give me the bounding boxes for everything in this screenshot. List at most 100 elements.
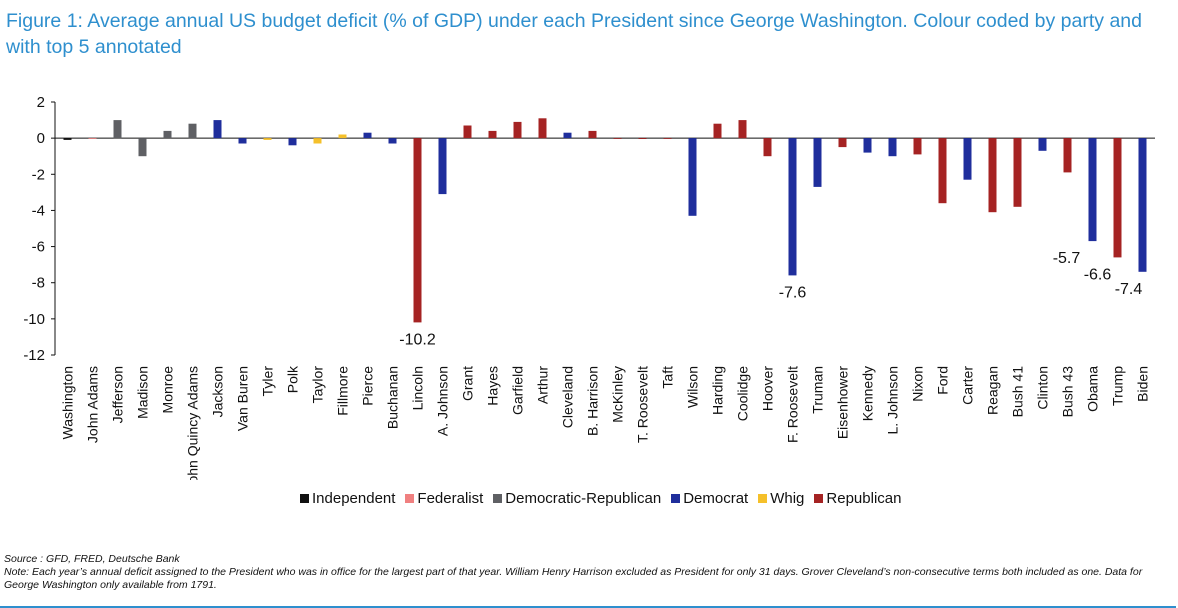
bar-obama: [1088, 138, 1097, 242]
y-tick-label: -4: [32, 202, 45, 219]
bar-clinton: [1038, 138, 1047, 151]
legend: Independent Federalist Democratic-Republic…: [300, 490, 901, 507]
data-label: -10.2: [399, 332, 436, 349]
legend-swatch: [493, 494, 503, 503]
x-tick-label: Lincoln: [410, 366, 426, 410]
x-tick-label: Taft: [660, 366, 676, 389]
legend-item: Independent: [300, 490, 395, 507]
y-axis: 2 0 -2 -4 -6 -8 -10 -12: [23, 94, 56, 364]
x-tick-label: T. Roosevelt: [635, 366, 651, 443]
x-tick-label: Coolidge: [735, 366, 751, 421]
bar-madison: [138, 138, 147, 157]
bar-jefferson: [113, 120, 122, 139]
bar-john-quincy-adams: [188, 123, 197, 139]
bar-carter: [963, 138, 972, 180]
data-label: -5.7: [1053, 250, 1081, 267]
x-tick-label: Obama: [1085, 366, 1101, 412]
bar-bush-43: [1063, 138, 1072, 173]
x-tick-label: A. Johnson: [435, 366, 451, 436]
legend-item: Federalist: [405, 490, 483, 507]
legend-swatch: [405, 494, 415, 503]
x-tick-label: Fillmore: [335, 366, 351, 416]
legend-label: Republican: [826, 490, 902, 507]
x-tick-label: Van Buren: [235, 366, 251, 431]
y-tick-label: -2: [32, 166, 45, 183]
y-tick-label: 2: [37, 94, 45, 111]
x-tick-label: Hayes: [485, 366, 501, 406]
bar-a-johnson: [438, 138, 447, 195]
bar-t-roosevelt: [638, 138, 647, 139]
bar-garfield: [513, 121, 522, 139]
x-tick-label: Polk: [285, 365, 301, 393]
x-tick-label: L. Johnson: [885, 366, 901, 435]
bar-hoover: [763, 138, 772, 157]
y-tick-label: -6: [32, 239, 45, 256]
bar-trump: [1113, 138, 1122, 258]
bar-pierce: [363, 132, 372, 139]
bar-wilson: [688, 138, 697, 216]
legend-label: Democratic-Republican: [505, 490, 662, 507]
bar-arthur: [538, 118, 547, 139]
bar-ford: [938, 138, 947, 204]
figure-title: Figure 1: Average annual US budget defic…: [6, 10, 1142, 58]
x-tick-label: Arthur: [535, 366, 551, 404]
bar-jackson: [213, 120, 222, 139]
legend-item: Whig: [758, 490, 804, 507]
legend-item: Republican: [814, 490, 901, 507]
x-tick-label: Trump: [1110, 366, 1126, 406]
data-label: -7.6: [779, 285, 807, 302]
y-tick-label: -12: [23, 347, 45, 364]
x-tick-label: B. Harrison: [585, 366, 601, 436]
bar-eisenhower: [838, 138, 847, 148]
note-text: Note: Each year’s annual deficit assigne…: [4, 566, 1143, 591]
x-tick-label: Buchanan: [385, 366, 401, 429]
x-tick-label: Bush 43: [1060, 366, 1076, 418]
bar-lincoln: [413, 138, 422, 323]
x-tick-label: Cleveland: [560, 366, 576, 428]
x-tick-label: Nixon: [910, 366, 926, 402]
source-text: Source : GFD, FRED, Deutsche Bank: [4, 553, 180, 565]
bar-coolidge: [738, 120, 747, 139]
bar-b-harrison: [588, 130, 597, 139]
bar-nixon: [913, 138, 922, 155]
x-tick-label: Truman: [810, 366, 826, 414]
legend-label: Independent: [312, 490, 396, 507]
legend-item: Democratic-Republican: [493, 490, 661, 507]
x-tick-label: John Adams: [85, 366, 101, 443]
bar-john-adams: [88, 138, 97, 139]
x-tick-label: John Quincy Adams: [185, 366, 201, 480]
bar-cleveland: [563, 132, 572, 139]
bar-hayes: [488, 130, 497, 139]
legend-item: Democrat: [671, 490, 748, 507]
legend-swatch: [814, 494, 824, 503]
bar-mckinley: [613, 138, 622, 139]
bar-van-buren: [238, 138, 247, 144]
legend-swatch: [758, 494, 768, 503]
x-tick-label: McKinley: [610, 366, 626, 423]
x-tick-label: Taylor: [310, 366, 326, 404]
bar-biden: [1138, 138, 1147, 272]
legend-label: Democrat: [683, 490, 749, 507]
x-tick-label: Biden: [1135, 366, 1151, 402]
figure-notes: Source : GFD, FRED, Deutsche Bank Note: …: [4, 553, 1172, 592]
x-tick-label: F. Roosevelt: [785, 366, 801, 443]
x-tick-label: Tyler: [260, 366, 276, 397]
data-label: -7.4: [1115, 281, 1143, 298]
bar-reagan: [988, 138, 997, 213]
x-tick-label: Pierce: [360, 366, 376, 406]
x-tick-label: Harding: [710, 366, 726, 415]
annotations: -10.2 -7.6 -5.7-6.6-7.4: [399, 250, 1142, 348]
x-tick-label: Carter: [960, 366, 976, 405]
bar-bush-41: [1013, 138, 1022, 207]
x-tick-label: Garfield: [510, 366, 526, 415]
bar-taylor: [313, 138, 322, 144]
bar-polk: [288, 138, 297, 146]
bar-fillmore: [338, 134, 347, 139]
x-tick-label: Madison: [135, 366, 151, 419]
legend-label: Federalist: [417, 490, 484, 507]
x-tick-label: Grant: [460, 366, 476, 401]
bars: [63, 118, 1147, 323]
bar-washington: [63, 138, 72, 140]
x-tick-label: Jefferson: [110, 366, 126, 423]
y-tick-label: -10: [23, 311, 45, 328]
